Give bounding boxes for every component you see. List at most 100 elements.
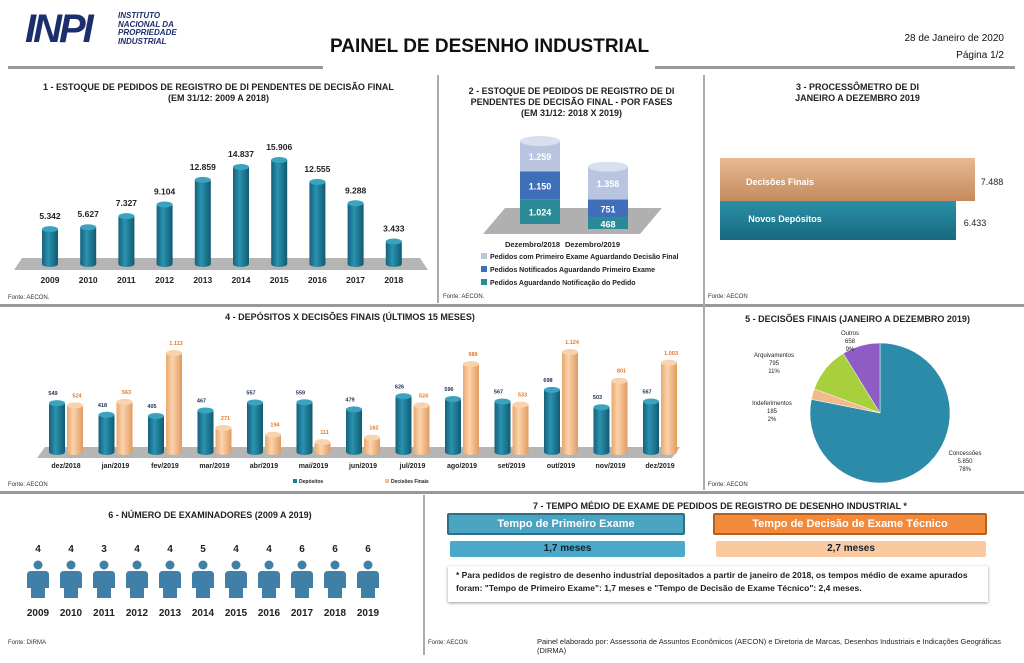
bar-depositos-mar/2019-top (198, 407, 214, 413)
bar-depositos-out/2019 (544, 390, 560, 452)
bar-decisoes-dez/2019-top (661, 360, 677, 366)
data-label: 567 (494, 390, 503, 396)
bar-depositos-jun/2019 (346, 409, 362, 452)
examiner-count: 6 (332, 544, 338, 555)
data-label: 418 (98, 403, 107, 409)
cylinder-top (588, 162, 628, 172)
person-icon (291, 571, 313, 598)
data-label: 1.358 (597, 179, 620, 189)
examiner-count: 4 (35, 544, 41, 555)
data-label: 1.150 (529, 181, 552, 191)
bar-depositos-jan/2019-base (99, 449, 115, 455)
bar-depositos-set/2019 (495, 402, 511, 452)
data-label: 751 (600, 205, 615, 215)
bar-estoque-2015-base (271, 261, 287, 267)
bar-depositos-jun/2019-top (346, 406, 362, 412)
bar-estoque-2013 (195, 180, 211, 264)
bar-depositos-jan/2019-top (99, 412, 115, 418)
bar-estoque-2014 (233, 167, 249, 264)
legend-label: Pedidos Notificados Aguardando Primeiro … (490, 267, 655, 274)
bar-depositos-nov/2019-top (594, 404, 610, 410)
bar-estoque-2018-base (386, 261, 402, 267)
x-tick-label: 2017 (291, 608, 314, 619)
person-icon (60, 571, 82, 598)
x-tick-label: out/2019 (547, 463, 576, 470)
data-label: 559 (296, 390, 305, 396)
legend-swatch (385, 479, 389, 483)
bar-decisoes-mai/2019-base (315, 449, 331, 455)
bar-decisoes-jul/2019 (414, 405, 430, 452)
person-icon (67, 561, 76, 570)
data-label: 563 (122, 390, 131, 396)
bar-decisoes-jun/2019-base (364, 449, 380, 455)
data-label: 12.859 (190, 162, 216, 172)
slice-value: 5.850 (957, 459, 973, 465)
bar-decisoes-dez/2018 (67, 405, 83, 452)
bar-estoque-2015-top (271, 157, 287, 163)
x-tick-label: Dezembro/2019 (565, 240, 620, 249)
person-icon (27, 571, 49, 598)
bar-estoque-2010 (80, 227, 96, 264)
slice-percent: 11% (768, 369, 780, 375)
bar-estoque-2017-top (348, 200, 364, 206)
x-tick-label: 2011 (117, 275, 136, 285)
data-label: 9.104 (154, 186, 176, 196)
data-label: 7.488 (981, 177, 1004, 187)
data-label: 12.555 (304, 164, 330, 174)
bar-decisoes-mar/2019 (216, 428, 232, 452)
person-icon (126, 571, 148, 598)
bar-depositos-jan/2019 (99, 415, 115, 452)
bar-decisoes-abr/2019-top (265, 432, 281, 438)
bar-decisoes-dez/2019-base (661, 449, 677, 455)
examiner-count: 4 (167, 544, 173, 555)
legend-swatch (481, 279, 487, 285)
data-label: 6.433 (964, 218, 987, 228)
person-icon (93, 571, 115, 598)
bar-depositos-dez/2018-base (49, 449, 65, 455)
data-label: 479 (345, 397, 354, 403)
x-tick-label: Dezembro/2018 (505, 240, 560, 249)
data-label: 557 (246, 390, 255, 396)
data-label: 271 (221, 416, 230, 422)
data-label: 162 (369, 426, 378, 432)
bar-depositos-mai/2019-top (297, 399, 313, 405)
bar-decisoes-mar/2019-top (216, 425, 232, 431)
examiner-count: 6 (365, 544, 371, 555)
person-icon (364, 561, 373, 570)
person-icon (192, 571, 214, 598)
x-tick-label: set/2019 (498, 463, 526, 470)
bar-estoque-2010-base (80, 261, 96, 267)
data-label: 801 (617, 369, 626, 375)
data-label: 5.627 (78, 209, 100, 219)
person-icon (258, 571, 280, 598)
x-tick-label: 2015 (270, 275, 289, 285)
x-tick-label: 2009 (41, 275, 60, 285)
x-tick-label: dez/2018 (51, 463, 80, 470)
data-label: 567 (642, 390, 651, 396)
bar-label: Novos Depósitos (748, 214, 822, 224)
bar-estoque-2016 (309, 182, 325, 264)
bar-estoque-2016-top (309, 179, 325, 185)
bar-estoque-2013-base (195, 261, 211, 267)
x-tick-label: 2015 (225, 608, 248, 619)
bar-decisoes-jul/2019-top (414, 402, 430, 408)
x-tick-label: fev/2019 (151, 463, 179, 470)
chart-floor (14, 258, 428, 270)
data-label: 989 (468, 352, 477, 358)
x-tick-label: 2010 (60, 608, 83, 619)
bar-decisoes-nov/2019 (612, 381, 628, 452)
legend-swatch (293, 479, 297, 483)
bar-label: Decisões Finais (746, 177, 814, 187)
x-tick-label: jan/2019 (101, 463, 130, 470)
bar-depositos-nov/2019-base (594, 449, 610, 455)
bar-decisoes-jan/2019-top (117, 399, 133, 405)
slice-percent: 78% (959, 467, 972, 473)
data-label: 698 (543, 378, 552, 384)
slice-label: Arquivamentos (754, 353, 794, 359)
x-tick-label: 2014 (192, 608, 215, 619)
data-label: 9.288 (345, 185, 367, 195)
bar-depositos-nov/2019 (594, 407, 610, 452)
bar-depositos-abr/2019 (247, 402, 263, 452)
x-tick-label: 2012 (126, 608, 149, 619)
bar-depositos-dez/2018 (49, 403, 65, 452)
